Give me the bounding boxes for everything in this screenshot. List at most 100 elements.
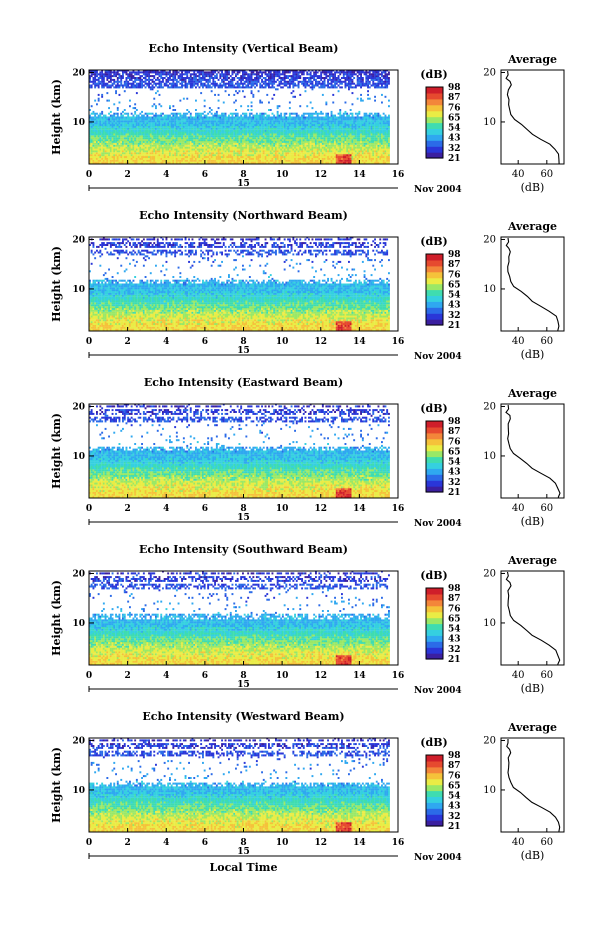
heatmap-cell (148, 112, 150, 115)
heatmap-cell (129, 150, 131, 153)
heatmap-cell (219, 159, 222, 162)
heatmap-cell (330, 116, 333, 119)
heatmap-cell (101, 152, 104, 155)
heatmap-cell (231, 146, 234, 149)
heatmap-cell (186, 139, 189, 142)
heatmap-cell (280, 129, 283, 132)
heatmap-cell (334, 140, 336, 143)
heatmap-cell (271, 148, 274, 151)
heatmap-cell (175, 144, 178, 147)
heatmap-cell (182, 140, 185, 143)
heatmap-cell (367, 118, 369, 121)
heatmap-cell (252, 84, 255, 87)
heatmap-cell (224, 84, 227, 87)
heatmap-cell (337, 125, 340, 128)
heatmap-cell (372, 144, 375, 147)
heatmap-cell (342, 125, 345, 128)
heatmap-cell (247, 157, 250, 160)
heatmap-cell (182, 159, 185, 162)
heatmap-cell (346, 122, 349, 125)
heatmap-cell (381, 116, 383, 119)
heatmap-cell (129, 135, 131, 138)
heatmap-cell (266, 152, 269, 155)
heatmap-cell (344, 148, 347, 151)
heatmap-cell (248, 140, 251, 143)
heatmap-cell (181, 137, 183, 140)
heatmap-cell (108, 99, 110, 102)
heatmap-cell (273, 114, 276, 117)
heatmap-cell (257, 116, 260, 119)
heatmap-cell (177, 144, 180, 147)
heatmap-cell (236, 116, 239, 119)
heatmap-cell (388, 150, 390, 153)
heatmap-cell (250, 120, 253, 123)
heatmap-cell (144, 120, 147, 123)
heatmap-cell (379, 127, 382, 130)
heatmap-cell (367, 146, 369, 149)
heatmap-cell (214, 129, 216, 132)
heatmap-cell (202, 154, 204, 157)
heatmap-cell (374, 131, 376, 134)
heatmap-cell (318, 129, 321, 132)
heatmap-cell (215, 122, 218, 125)
heatmap-cell (137, 137, 140, 140)
heatmap-cell (97, 120, 100, 123)
heatmap-cell (113, 142, 116, 145)
heatmap-cell (158, 150, 161, 153)
heatmap-cell (323, 139, 326, 142)
heatmap-cell (323, 124, 326, 126)
heatmap-cell (130, 159, 133, 162)
heatmap-cell (148, 139, 150, 142)
heatmap-cell (344, 116, 347, 119)
heatmap-cell (374, 137, 376, 140)
heatmap-cell (172, 86, 175, 89)
heatmap-cell (155, 148, 157, 151)
heatmap-cell (382, 120, 385, 123)
heatmap-cell (153, 86, 156, 89)
heatmap-cell (349, 150, 352, 153)
heatmap-cell (240, 144, 243, 147)
heatmap-cell (290, 137, 293, 140)
heatmap-cell (318, 154, 321, 157)
heatmap-cell (108, 157, 110, 160)
heatmap-cell (320, 154, 323, 157)
heatmap-cell (200, 92, 203, 95)
heatmap-cell (273, 152, 276, 155)
heatmap-cell (302, 84, 305, 87)
heatmap-cell (297, 84, 300, 87)
heatmap-cell (149, 86, 152, 89)
heatmap-cell (104, 146, 107, 149)
heatmap-cell (200, 122, 203, 125)
heatmap-cell (214, 112, 216, 115)
heatmap-cell (149, 118, 152, 121)
heatmap-cell (349, 159, 352, 162)
heatmap-cell (238, 137, 241, 140)
heatmap-cell (313, 127, 316, 130)
heatmap-cell (235, 133, 237, 136)
heatmap-cell (120, 142, 123, 145)
heatmap-cell (308, 114, 310, 117)
heatmap-cell (184, 161, 187, 164)
heatmap-cell (334, 137, 336, 140)
heatmap-cell (315, 159, 317, 162)
heatmap-cell (219, 154, 222, 157)
heatmap-cell (370, 154, 373, 157)
heatmap-cell (252, 127, 255, 130)
heatmap-cell (334, 116, 336, 119)
heatmap-cell (327, 139, 329, 142)
heatmap-cell (130, 154, 133, 157)
heatmap-cell (129, 139, 131, 142)
heatmap-cell (370, 142, 373, 145)
heatmap-cell (92, 131, 95, 134)
heatmap-cell (156, 139, 159, 142)
heatmap-cell (301, 139, 303, 142)
heatmap-cell (334, 157, 336, 160)
heatmap-cell (294, 146, 296, 149)
heatmap-cell (273, 139, 276, 142)
heatmap-cell (295, 152, 298, 155)
heatmap-cell (306, 152, 309, 155)
heatmap-cell (120, 140, 123, 143)
heatmap-cell (299, 146, 302, 149)
heatmap-cell (384, 152, 387, 155)
heatmap-cell (207, 122, 210, 125)
